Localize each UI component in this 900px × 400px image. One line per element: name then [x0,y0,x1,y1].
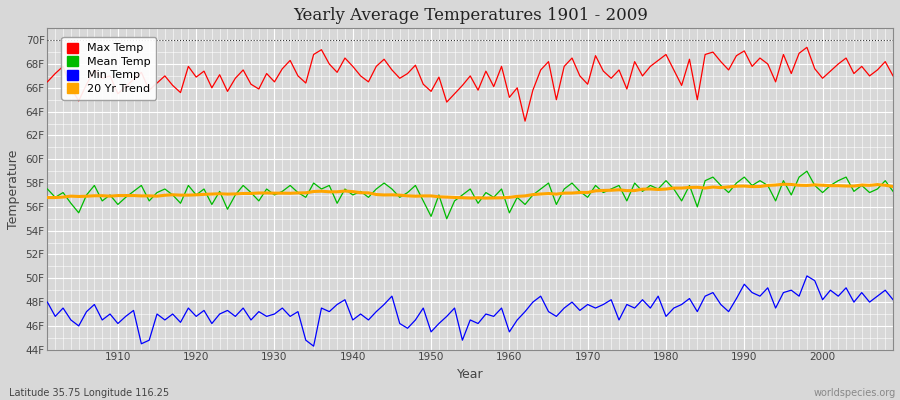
Legend: Max Temp, Mean Temp, Min Temp, 20 Yr Trend: Max Temp, Mean Temp, Min Temp, 20 Yr Tre… [61,37,157,100]
Title: Yearly Average Temperatures 1901 - 2009: Yearly Average Temperatures 1901 - 2009 [292,7,648,24]
Y-axis label: Temperature: Temperature [7,149,20,229]
Text: worldspecies.org: worldspecies.org [814,388,896,398]
Text: Latitude 35.75 Longitude 116.25: Latitude 35.75 Longitude 116.25 [9,388,169,398]
X-axis label: Year: Year [457,368,483,381]
